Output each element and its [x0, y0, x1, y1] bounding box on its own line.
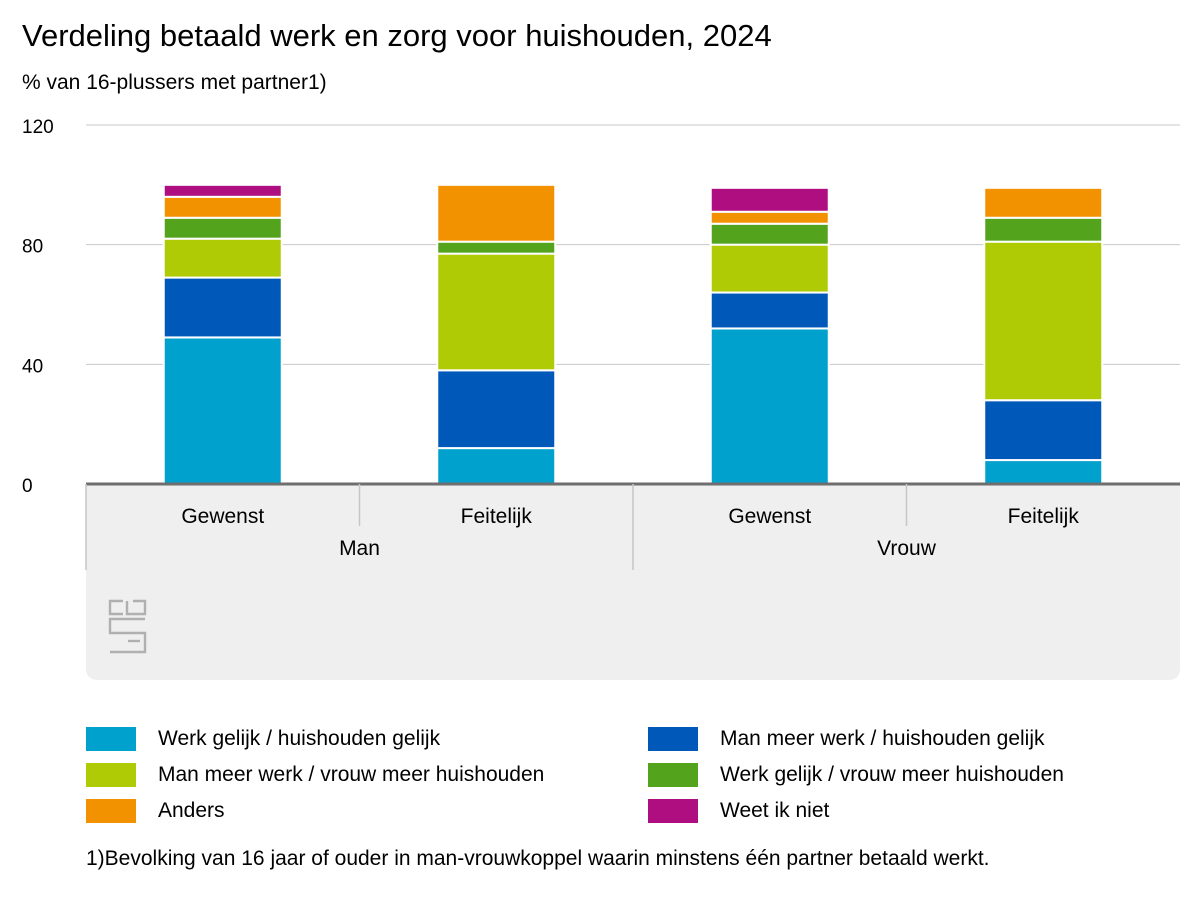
x-tick-label: Feitelijk: [461, 505, 533, 528]
bar-segment: [436, 240, 557, 255]
legend-label: Weet ik niet: [720, 799, 830, 822]
legend-swatch: [648, 763, 698, 787]
bar-segment: [162, 237, 283, 279]
category-axis-panel: [86, 484, 1180, 680]
bar-segment: [983, 240, 1104, 402]
bar-segment: [436, 447, 557, 486]
legend-item: Man meer werk / huishouden gelijk: [648, 724, 1045, 754]
legend-item: Anders: [86, 796, 225, 826]
legend-label: Man meer werk / huishouden gelijk: [720, 727, 1045, 750]
bar-segment: [162, 183, 283, 198]
bar-segment: [709, 327, 830, 485]
bar-segment: [709, 222, 830, 246]
y-tick-label: 120: [22, 117, 54, 138]
legend-swatch: [648, 727, 698, 751]
bar-segment: [983, 399, 1104, 462]
bar-segment: [709, 210, 830, 225]
footnote: 1)Bevolking van 16 jaar of ouder in man-…: [86, 847, 990, 870]
bar-segment: [162, 216, 283, 240]
bar-segment: [983, 459, 1104, 486]
legend-swatch: [648, 799, 698, 823]
y-tick-label: 80: [22, 237, 43, 258]
legend-swatch: [86, 727, 136, 751]
legend-label: Werk gelijk / vrouw meer huishouden: [720, 763, 1064, 786]
bar-segment: [436, 183, 557, 243]
legend-label: Anders: [158, 799, 225, 822]
legend-item: Werk gelijk / huishouden gelijk: [86, 724, 440, 754]
group-label: Man: [339, 537, 380, 560]
bar-segment: [709, 291, 830, 330]
x-tick-label: Gewenst: [181, 505, 264, 528]
bar-segment: [162, 195, 283, 219]
bar-segment: [709, 186, 830, 213]
bar-segment: [162, 336, 283, 485]
bar-segment: [983, 216, 1104, 243]
group-label: Vrouw: [877, 537, 937, 560]
legend-item: Weet ik niet: [648, 796, 829, 826]
legend-item: Werk gelijk / vrouw meer huishouden: [648, 760, 1064, 790]
bar-segment: [436, 252, 557, 372]
legend-item: Man meer werk / vrouw meer huishouden: [86, 760, 544, 790]
bar-segment: [162, 276, 283, 339]
chart-title: Verdeling betaald werk en zorg voor huis…: [22, 18, 772, 53]
legend-label: Werk gelijk / huishouden gelijk: [158, 727, 441, 750]
legend-swatch: [86, 799, 136, 823]
stacked-bar-chart: 0 40 80 120 Gewenst Feitelijk Gewenst Feitelijk…: [22, 117, 1180, 680]
x-tick-label: Gewenst: [728, 505, 811, 528]
cbs-logo-icon: [108, 599, 147, 654]
y-tick-label: 0: [22, 476, 33, 497]
bar-segment: [983, 186, 1104, 219]
x-tick-label: Feitelijk: [1008, 505, 1080, 528]
bar-segment: [436, 369, 557, 450]
bar-segment: [709, 243, 830, 294]
legend-swatch: [86, 763, 136, 787]
legend-label: Man meer werk / vrouw meer huishouden: [158, 763, 545, 786]
chart-subtitle: % van 16-plussers met partner1): [22, 71, 327, 94]
y-tick-label: 40: [22, 356, 43, 377]
